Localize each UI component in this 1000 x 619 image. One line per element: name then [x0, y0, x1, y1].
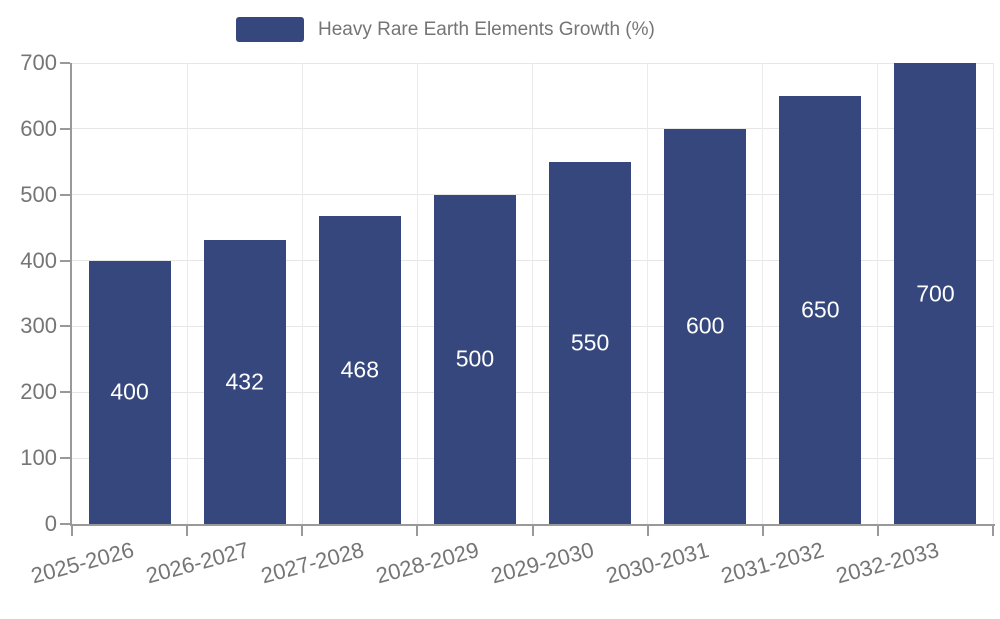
x-axis-tick	[646, 526, 649, 536]
y-axis-tick	[60, 325, 70, 328]
y-axis-tick-label: 200	[20, 379, 57, 405]
y-axis-tick	[60, 127, 70, 130]
x-axis-line	[70, 524, 995, 526]
x-gridline	[877, 63, 879, 524]
y-axis-tick-label: 300	[20, 313, 57, 339]
y-axis-tick	[60, 391, 70, 394]
x-axis-tick	[531, 526, 534, 536]
x-axis-tick	[992, 526, 994, 536]
y-axis-tick	[60, 62, 70, 64]
bar[interactable]: 700	[894, 63, 977, 524]
bar-value-label: 500	[455, 345, 495, 372]
y-axis-tick-label: 500	[20, 181, 57, 207]
x-axis-tick	[876, 526, 879, 536]
x-gridline	[992, 63, 994, 524]
bar-value-label: 432	[225, 368, 264, 395]
x-axis-tick	[301, 526, 304, 536]
bar[interactable]: 468	[318, 215, 401, 524]
bar-value-label: 468	[340, 356, 379, 383]
bar[interactable]: 432	[203, 239, 286, 524]
x-gridline	[186, 63, 188, 524]
legend-label[interactable]: Heavy Rare Earth Elements Growth (%)	[318, 18, 655, 40]
bar-value-label: 400	[110, 378, 149, 405]
y-axis-tick-label: 400	[20, 247, 57, 273]
x-gridline	[647, 63, 649, 524]
y-axis-tick	[60, 259, 70, 262]
y-axis-tick-label: 700	[20, 50, 57, 75]
x-gridline	[762, 63, 764, 524]
y-axis-tick	[60, 523, 70, 525]
y-axis-tick-label: 600	[20, 115, 57, 141]
x-axis-tick	[186, 526, 189, 536]
y-axis-tick	[60, 193, 70, 196]
bar[interactable]: 600	[664, 128, 747, 524]
bar[interactable]: 500	[433, 194, 516, 524]
x-axis-tick	[416, 526, 419, 536]
bar[interactable]: 550	[549, 161, 632, 524]
bar-value-label: 700	[916, 280, 955, 306]
bar-value-label: 550	[570, 329, 610, 356]
y-axis-tick-label: 100	[20, 445, 57, 471]
bar[interactable]: 650	[779, 95, 862, 524]
x-axis-tick	[761, 526, 764, 536]
x-gridline	[532, 63, 533, 524]
y-axis-line	[70, 63, 72, 524]
legend-swatch[interactable]	[236, 17, 304, 42]
x-gridline	[416, 63, 418, 524]
bar[interactable]: 400	[88, 260, 171, 524]
x-axis-tick	[71, 526, 73, 536]
y-axis-tick	[60, 457, 70, 460]
y-axis-tick-label: 0	[44, 511, 57, 536]
x-gridline	[301, 63, 303, 524]
legend[interactable]: Heavy Rare Earth Elements Growth (%)	[236, 17, 655, 42]
plot-area: 0 100 200 300 400 500 600 700 400 2025-2026 432 202…	[20, 50, 995, 588]
bar-value-label: 600	[686, 312, 725, 339]
bar-value-label: 650	[801, 296, 840, 323]
